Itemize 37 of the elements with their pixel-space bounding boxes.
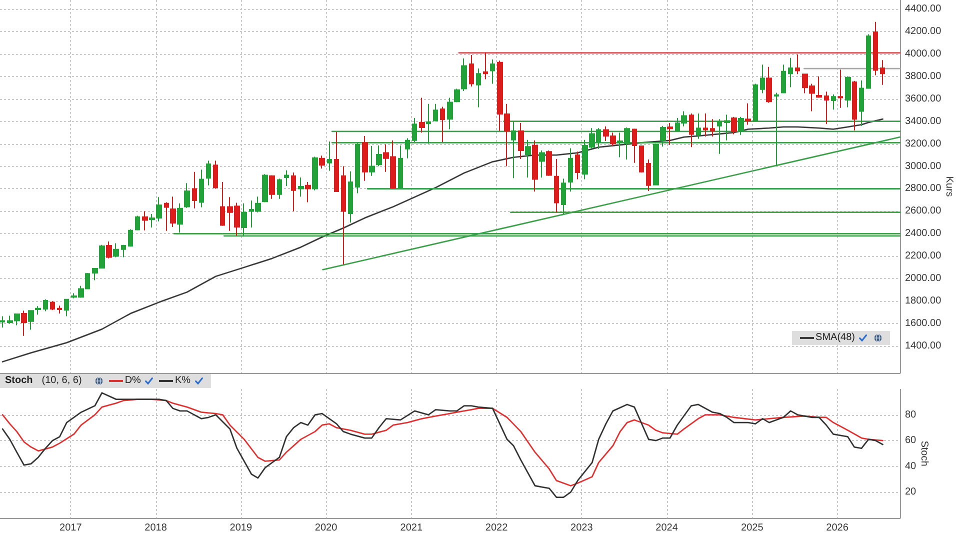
y-tick-label: 2000.00 xyxy=(905,273,942,284)
x-tick-label: 2020 xyxy=(314,522,338,534)
y-tick-label: 20 xyxy=(905,486,917,498)
y-tick-label: 4000.00 xyxy=(905,48,942,60)
y-axis-title: Kurs xyxy=(944,176,954,197)
legend-label: K% xyxy=(174,375,190,387)
y-tick-label: 3200.00 xyxy=(905,138,942,150)
x-tick-label: 2018 xyxy=(144,522,168,534)
y-tick-label: 60 xyxy=(905,435,917,446)
y-tick-label: 3600.00 xyxy=(905,93,942,104)
x-tick-label: 2023 xyxy=(570,522,594,534)
legend-label: D% xyxy=(124,375,141,387)
y-tick-label: 3400.00 xyxy=(905,116,942,127)
y-tick-label: 1600.00 xyxy=(905,318,942,330)
x-tick-label: 2017 xyxy=(60,522,82,534)
legend-label: SMA(48) xyxy=(816,332,855,344)
y-tick-label: 2200.00 xyxy=(905,250,942,262)
x-tick-label: 2025 xyxy=(741,522,764,534)
y-tick-label: 1800.00 xyxy=(905,296,942,307)
y-tick-label: 2800.00 xyxy=(905,183,942,194)
y-tick-label: 4200.00 xyxy=(905,26,942,37)
y-tick-label: 3800.00 xyxy=(905,70,942,82)
y-tick-label: 40 xyxy=(905,460,917,472)
text: (10, 6, 6) xyxy=(42,375,82,387)
y-axis-title: Stoch xyxy=(918,440,930,466)
y-tick-label: 2400.00 xyxy=(905,228,942,240)
y-tick-label: 4400.00 xyxy=(905,3,942,14)
x-tick-label: 2019 xyxy=(230,522,252,534)
y-tick-label: 80 xyxy=(905,409,917,420)
x-tick-label: 2021 xyxy=(400,522,423,534)
x-tick-label: 2026 xyxy=(826,522,849,534)
x-tick-label: 2024 xyxy=(656,522,678,534)
y-tick-label: 1400.00 xyxy=(905,340,942,352)
x-tick-label: 2022 xyxy=(485,522,508,534)
y-tick-label: 2600.00 xyxy=(905,206,942,217)
legend-title: Stoch xyxy=(5,375,33,387)
y-tick-label: 3000.00 xyxy=(905,160,942,172)
